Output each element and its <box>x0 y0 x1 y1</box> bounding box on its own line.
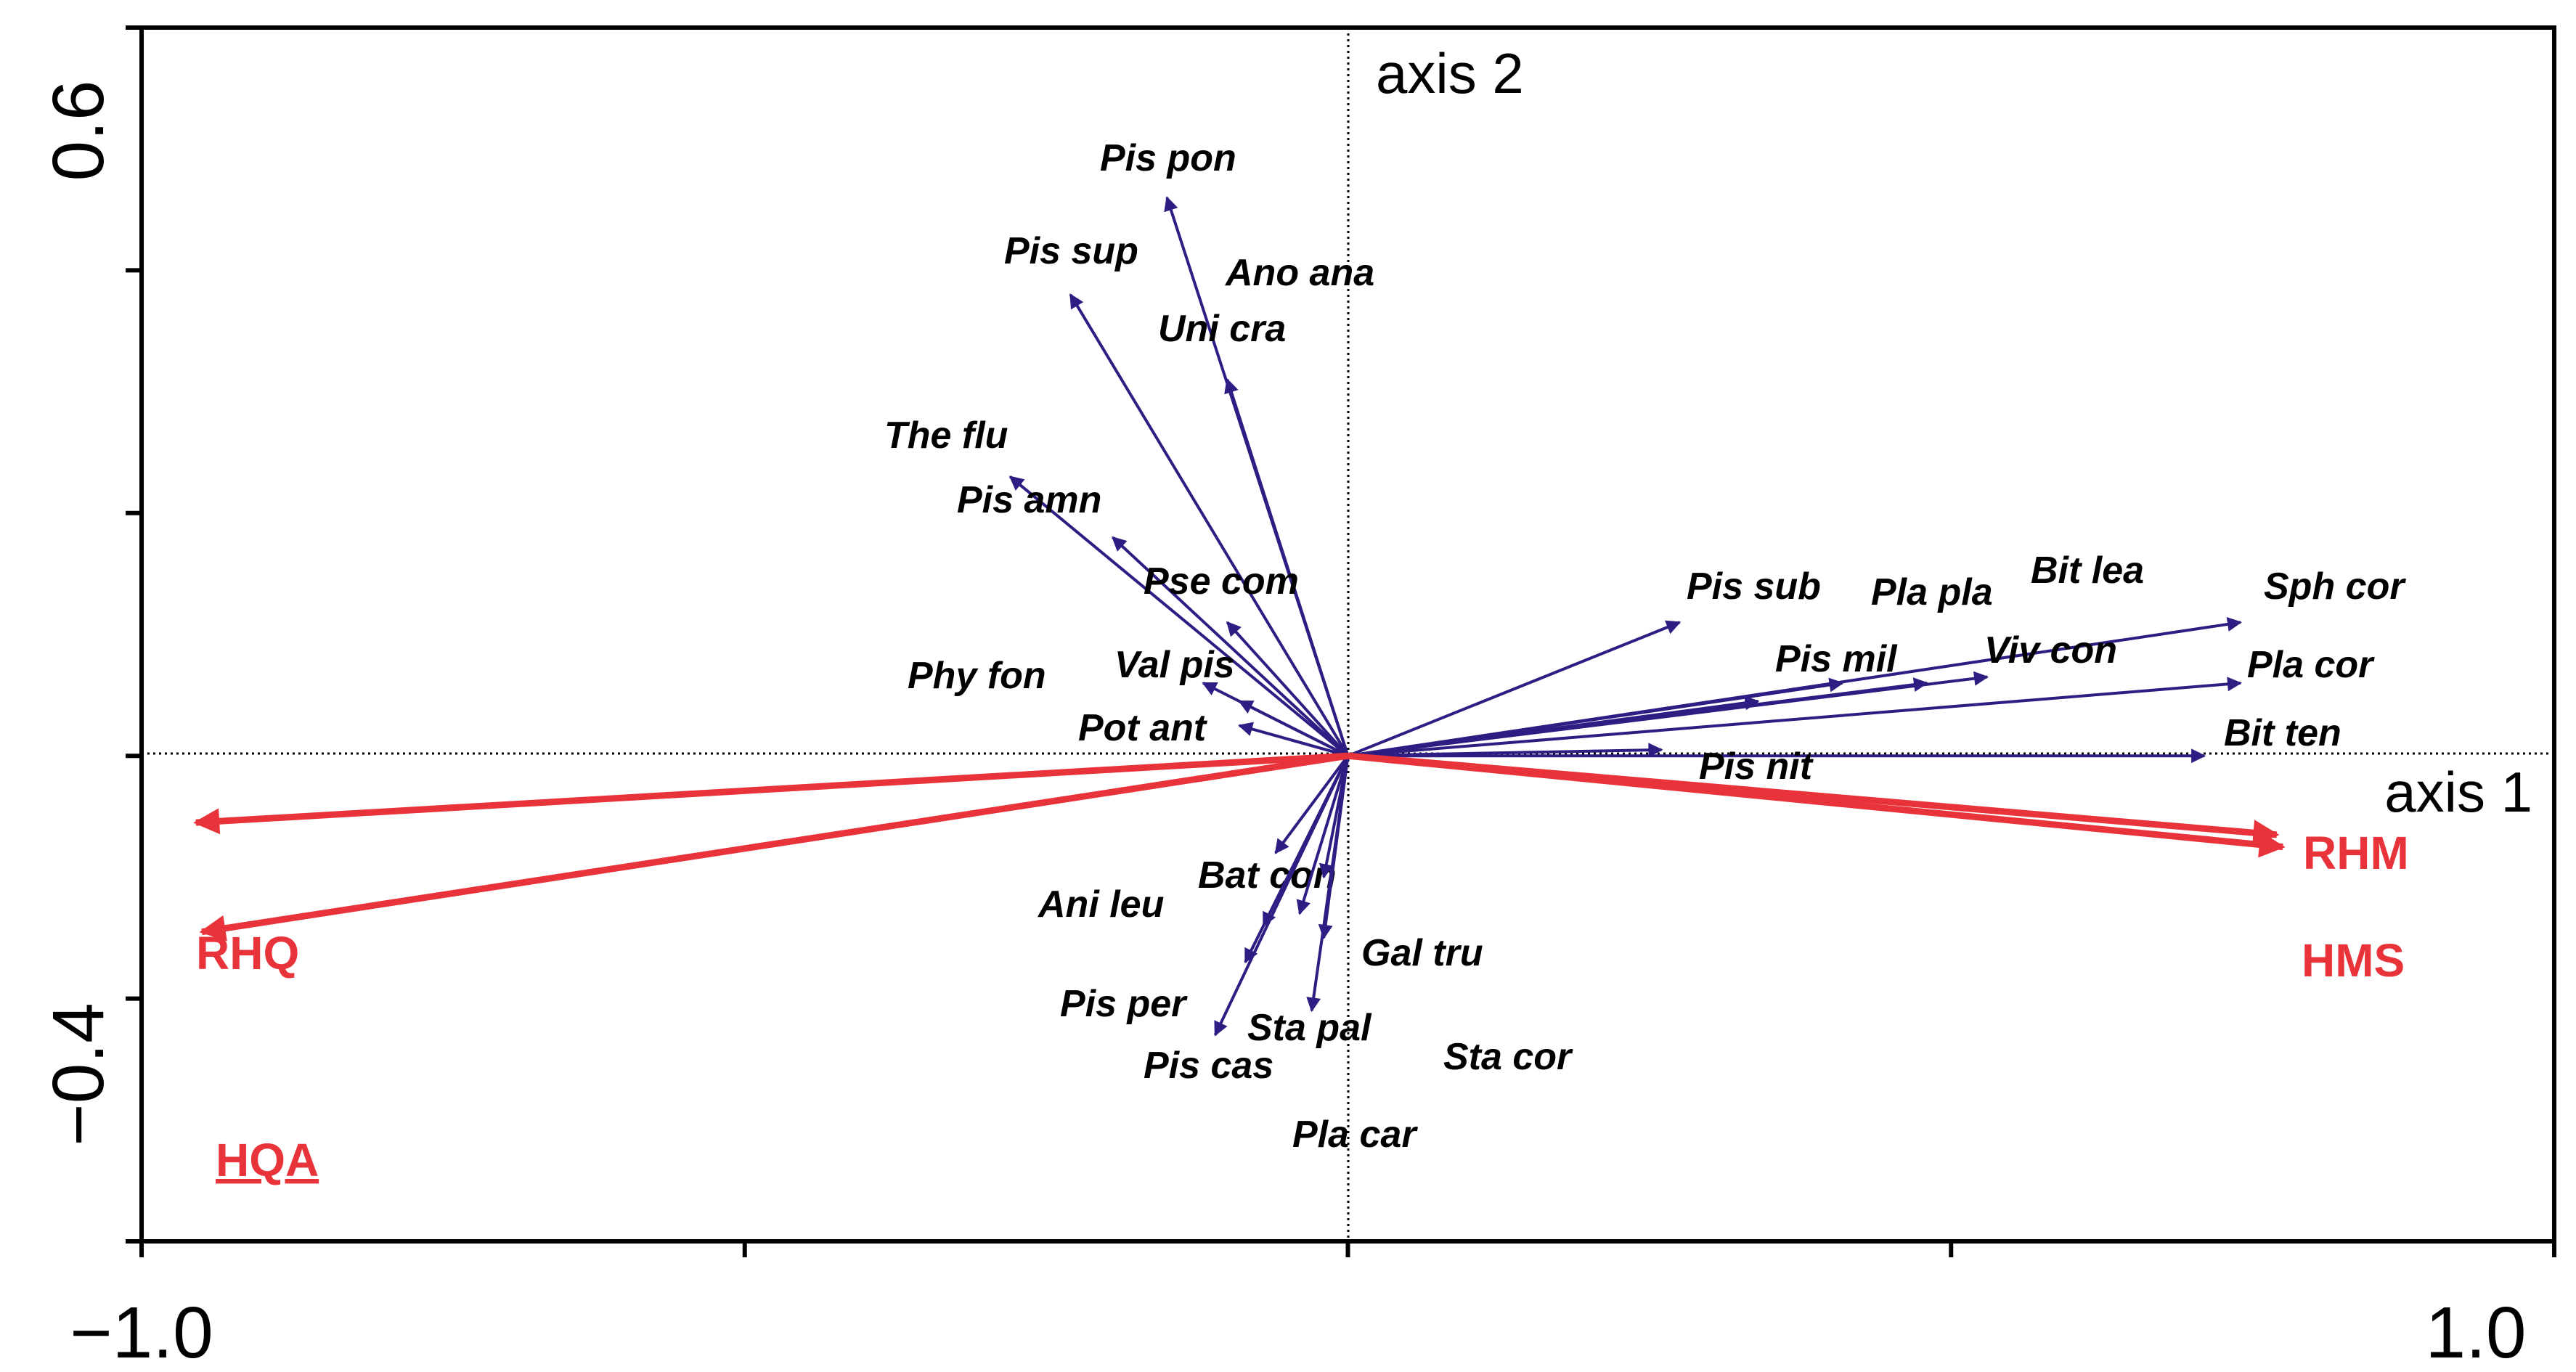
species-label-the-flu: The flu <box>884 415 1008 457</box>
species-label-pis-sub: Pis sub <box>1687 565 1821 608</box>
species-label-gal-tru: Gal tru <box>1361 932 1483 974</box>
environmental-vectors: RHQ HQA RHM HMS <box>193 752 2409 1186</box>
species-vectors: Pis pon Pis sup Ano ana Uni cra The flu Pis a… <box>884 137 2406 1156</box>
species-label-pis-nit: Pis nit <box>1699 746 1814 788</box>
env-arrow-rhq <box>193 752 1348 835</box>
species-label-bit-lea: Bit lea <box>2031 550 2144 592</box>
y-axis-ticks <box>126 25 142 1244</box>
species-arrow-uni-cra <box>1224 377 1350 756</box>
species-label-pla-car: Pla car <box>1292 1114 1418 1156</box>
species-label-sta-pal: Sta pal <box>1247 1007 1372 1049</box>
species-label-uni-cra: Uni cra <box>1158 308 1286 350</box>
species-label-phy-fon: Phy fon <box>908 655 1046 697</box>
species-arrow-pis-sup <box>1069 293 1350 757</box>
species-label-bit-ten: Bit ten <box>2224 712 2341 754</box>
env-arrow-hms <box>1348 752 2286 858</box>
species-label-sta-cor: Sta cor <box>1443 1036 1573 1078</box>
x-axis-ticks <box>139 1241 2556 1257</box>
species-label-pla-pla: Pla pla <box>1871 571 1993 613</box>
species-arrow-phy-fon <box>1202 682 1349 757</box>
species-label-pot-ant: Pot ant <box>1078 707 1208 749</box>
env-label-rhm: RHM <box>2303 827 2409 879</box>
y-tick-label-max: 0.6 <box>38 80 119 181</box>
species-arrow-pis-cas <box>1244 755 1350 964</box>
species-arrow-bat-con <box>1274 755 1350 854</box>
env-arrow-hqa <box>199 752 1349 942</box>
species-label-val-pis: Val pis <box>1114 644 1235 686</box>
env-label-hqa: HQA <box>216 1134 319 1186</box>
species-arrow-pis-sub <box>1347 620 1682 758</box>
species-label-ano-ana: Ano ana <box>1224 252 1374 294</box>
species-label-pis-pon: Pis pon <box>1100 137 1236 179</box>
species-arrow-viv-con <box>1348 677 1929 758</box>
species-label-pis-per: Pis per <box>1060 983 1188 1025</box>
x-tick-label-max: 1.0 <box>2425 1292 2526 1372</box>
species-arrow-the-flu <box>1008 475 1349 757</box>
species-label-viv-con: Viv con <box>1984 629 2117 671</box>
species-label-pis-cas: Pis cas <box>1144 1045 1273 1087</box>
species-label-pse-com: Pse com <box>1144 560 1299 603</box>
species-arrow-pot-ant <box>1238 722 1349 758</box>
species-arrow-sph-cor <box>1348 617 2242 758</box>
species-label-pis-sup: Pis sup <box>1004 230 1138 272</box>
species-arrow-pla-cor <box>1348 677 2243 758</box>
env-label-rhq: RHQ <box>196 927 299 979</box>
species-label-pis-mil: Pis mil <box>1775 638 1898 680</box>
species-arrow-pla-car <box>1318 755 1350 939</box>
species-label-pis-amn: Pis amn <box>957 479 1101 521</box>
species-label-sph-cor: Sph cor <box>2264 565 2406 608</box>
species-arrow-pse-com <box>1226 621 1349 757</box>
species-arrow-gal-tru <box>1296 755 1350 915</box>
species-label-bat-con: Bat con <box>1198 854 1337 897</box>
species-label-pla-cor: Pla cor <box>2247 644 2375 686</box>
species-arrow-pis-nit <box>1348 743 1663 758</box>
species-arrow-pis-amn <box>1112 536 1349 757</box>
env-label-hms: HMS <box>2302 934 2405 987</box>
x-axis-title: axis 1 <box>2384 760 2532 824</box>
y-axis-title: axis 2 <box>1376 41 1524 105</box>
x-tick-label-min: −1.0 <box>70 1292 213 1372</box>
y-tick-label-min: −0.4 <box>38 1003 119 1146</box>
species-label-ani-leu: Ani leu <box>1037 883 1164 926</box>
